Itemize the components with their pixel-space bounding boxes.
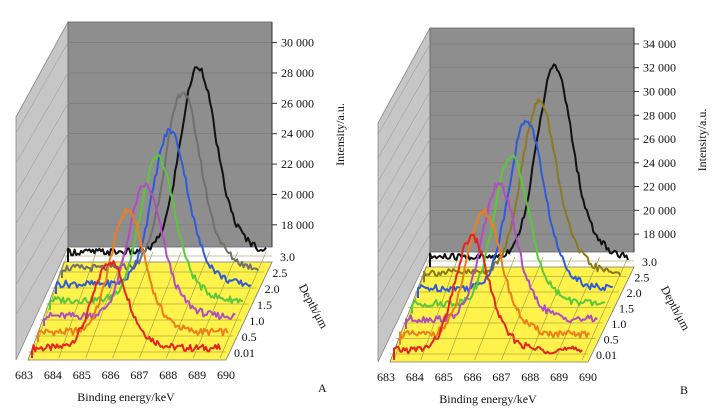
- depth-tick-label: 3.0: [642, 255, 657, 269]
- series-line-0-01: [31, 260, 221, 358]
- depth-tick-label: 1.0: [249, 314, 264, 328]
- y-tick-label: 26 000: [643, 132, 676, 146]
- x-axis-title: Binding energy/keV: [439, 392, 537, 406]
- x-tick-label: 684: [406, 370, 424, 384]
- x-tick-label: 687: [492, 370, 510, 384]
- x-tick-label: 684: [44, 368, 62, 382]
- x-tick-label: 688: [159, 368, 177, 382]
- side-gridline: [377, 115, 431, 206]
- depth-tick-label: 1.5: [257, 298, 272, 312]
- x-tick-label: 690: [217, 368, 235, 382]
- side-gridline: [377, 91, 431, 182]
- panel-b: 18 000 20 000 22 000 24 000 26 000 28 000 30 0…: [377, 27, 709, 406]
- x-tick-label: 685: [73, 368, 91, 382]
- x-tick-label: 688: [521, 370, 539, 384]
- x-tick-label: 685: [435, 370, 453, 384]
- side-gridline: [15, 224, 69, 316]
- side-gridline: [377, 162, 431, 254]
- depth-tick-label: 0.5: [604, 333, 619, 347]
- y-tick-label: 30 000: [281, 36, 314, 50]
- series-line-0-01: [393, 233, 583, 360]
- y-tick-label: 24 000: [643, 156, 676, 170]
- back-wall: [429, 27, 635, 253]
- y-axis-title: Intensity/a.u.: [695, 109, 709, 172]
- series-line-1-0: [405, 181, 598, 329]
- x-tick-label: 683: [377, 370, 395, 384]
- y-tick-label: 28 000: [643, 108, 676, 122]
- side-gridline: [377, 210, 431, 301]
- series-line-2-5: [61, 91, 260, 278]
- x-tick-label: 689: [188, 368, 206, 382]
- floor-diag: [420, 256, 459, 361]
- side-gridline: [15, 194, 69, 285]
- depth-tick-label: 3.0: [280, 250, 295, 264]
- y-tick-label: 18 000: [643, 227, 676, 241]
- floor-diag: [166, 251, 210, 359]
- floor-diag: [501, 256, 544, 361]
- panel-label: B: [680, 383, 688, 397]
- side-gridline: [15, 72, 69, 164]
- side-gridline: [377, 186, 431, 277]
- side-gridline: [377, 43, 431, 135]
- depth-tick-label: 2.0: [627, 286, 642, 300]
- y-tick-label: 30 000: [643, 84, 676, 98]
- y-tick-label: 32 000: [643, 61, 676, 75]
- x-tick-label: 686: [102, 368, 120, 382]
- series-line-2-0: [417, 119, 613, 298]
- depth-tick-label: 0.01: [234, 346, 255, 360]
- depth-axis-title: Depth/μm: [658, 283, 693, 333]
- depth-tick-label: 1.0: [611, 317, 626, 331]
- y-tick-label: 18 000: [281, 218, 314, 232]
- x-tick-label: 687: [130, 368, 148, 382]
- floor-diag: [192, 251, 238, 359]
- y-tick-label: 24 000: [281, 127, 314, 141]
- x-axis-title: Binding energy/keV: [77, 390, 175, 404]
- side-gridline: [15, 163, 69, 255]
- x-tick-label: 686: [464, 370, 482, 384]
- side-gridline: [15, 103, 69, 194]
- side-gridline: [15, 42, 69, 134]
- y-tick-label: 34 000: [643, 37, 676, 51]
- x-tick-label: 690: [579, 370, 597, 384]
- side-gridline: [377, 67, 431, 159]
- y-axis-title: Intensity/a.u.: [333, 103, 347, 166]
- y-tick-label: 22 000: [281, 157, 314, 171]
- depth-tick-label: 0.01: [596, 348, 617, 362]
- panel-label: A: [318, 381, 327, 395]
- x-tick-label: 689: [550, 370, 568, 384]
- y-tick-label: 26 000: [281, 96, 314, 110]
- series-line-0-5: [37, 207, 229, 342]
- side-gridline: [377, 138, 431, 230]
- x-tick-label: 683: [15, 368, 33, 382]
- series-line-2-5: [423, 98, 622, 283]
- depth-tick-label: 2.5: [272, 266, 287, 280]
- side-gridline: [377, 233, 431, 325]
- floor-diag: [528, 256, 572, 361]
- depth-tick-label: 1.5: [619, 302, 634, 316]
- series-line-2-0: [55, 128, 252, 294]
- y-tick-label: 22 000: [643, 180, 676, 194]
- series-line-1-0: [43, 182, 236, 326]
- series-line-1-5: [49, 153, 244, 310]
- series-line-1-5: [411, 154, 606, 314]
- depth-tick-label: 0.5: [242, 330, 257, 344]
- floor: [27, 261, 273, 361]
- y-tick-label: 20 000: [643, 203, 676, 217]
- depth-tick-label: 2.5: [634, 271, 649, 285]
- side-gridline: [15, 133, 69, 225]
- depth-axis-title: Depth/μm: [296, 281, 331, 331]
- floor-diag: [474, 256, 516, 361]
- series-line-0-5: [399, 208, 590, 345]
- depth-tick-label: 2.0: [265, 282, 280, 296]
- y-tick-label: 20 000: [281, 187, 314, 201]
- series-line-3-0: [67, 66, 267, 262]
- floor-diag: [554, 256, 600, 361]
- floor-diag: [112, 251, 154, 359]
- panel-a: 18 000 20 000 22 000 24 000 26 000 28 000 30 0…: [15, 21, 347, 404]
- y-tick-label: 28 000: [281, 66, 314, 80]
